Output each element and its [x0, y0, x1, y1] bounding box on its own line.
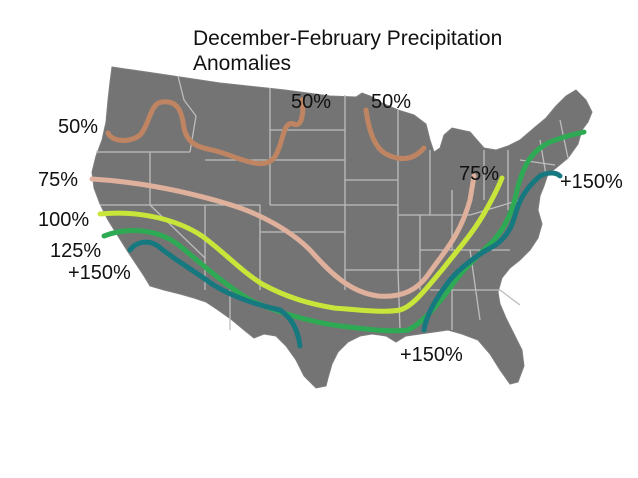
map-title-line2: Anomalies	[193, 52, 291, 75]
map-title-line1: December-February Precipitation	[193, 27, 502, 50]
label-150-northeast: +150%	[560, 171, 623, 193]
contour-75	[89, 173, 477, 299]
label-100: 100%	[38, 209, 89, 231]
label-125: 125%	[50, 240, 101, 262]
label-50-center: 50%	[291, 91, 331, 113]
label-50-east: 50%	[371, 91, 411, 113]
contour-100	[97, 175, 505, 314]
contour-150-west	[127, 239, 303, 349]
label-150-southeast: +150%	[400, 344, 463, 366]
contours	[89, 97, 587, 349]
label-150-west: +150%	[68, 262, 131, 284]
label-75-east: 75%	[459, 163, 499, 185]
contour-150-east	[421, 170, 563, 333]
state-borders	[96, 75, 569, 331]
label-75-west: 75%	[38, 169, 78, 191]
us-landmass	[91, 66, 593, 389]
contour-50-west	[105, 97, 306, 167]
contour-50-east	[363, 107, 427, 161]
label-50-west: 50%	[58, 116, 98, 138]
contour-125	[101, 129, 587, 334]
